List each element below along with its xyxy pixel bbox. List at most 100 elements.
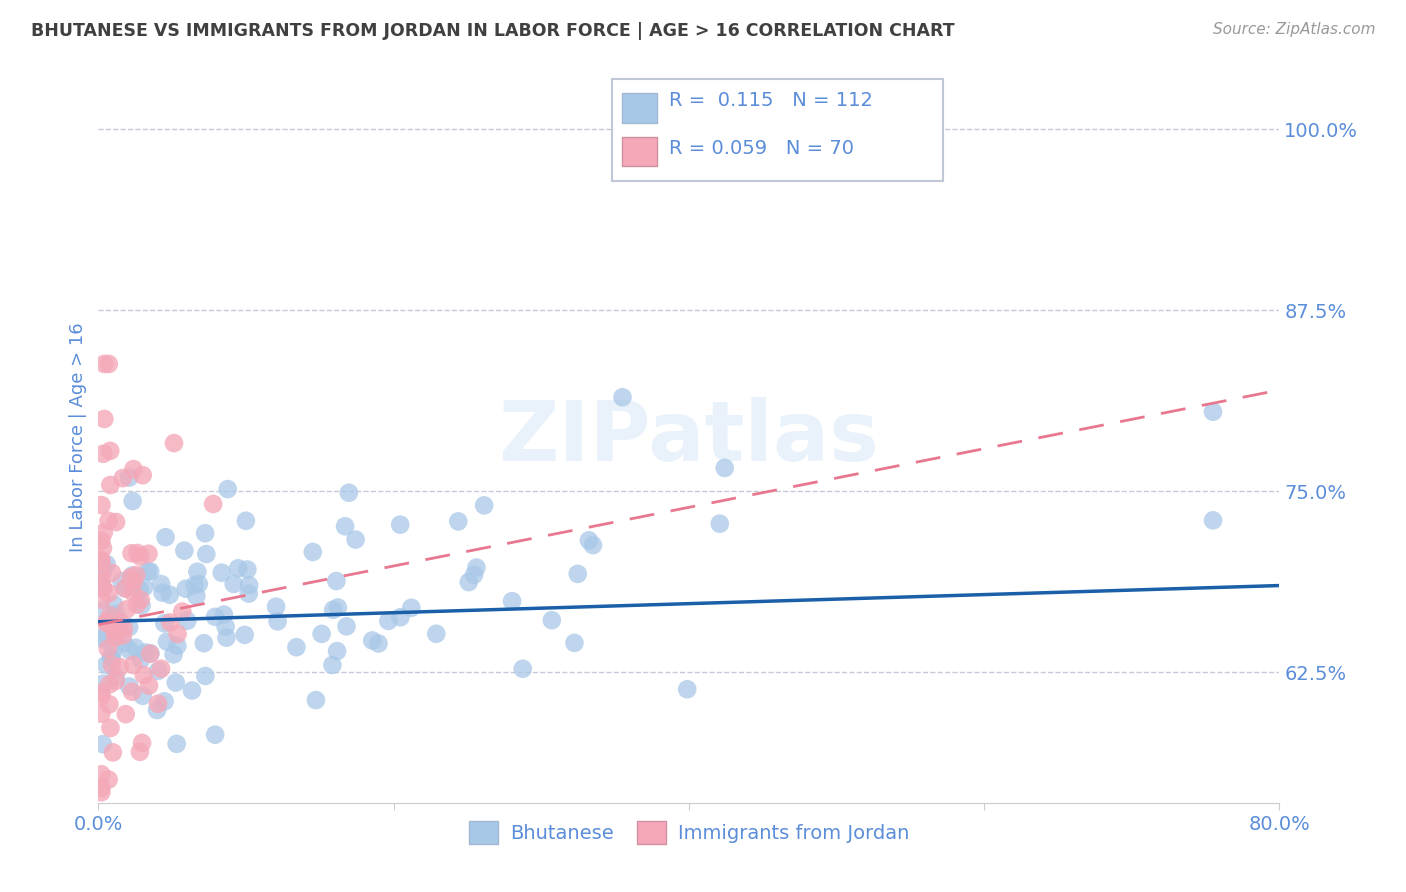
Point (131, 599, 153, 613)
Point (104, 670, 127, 684)
Point (204, 610, 226, 624)
Point (181, 683, 204, 698)
Point (146, 697, 169, 711)
Point (91, 677, 114, 691)
Point (122, 574, 145, 589)
Point (91, 581, 114, 595)
Point (193, 636, 215, 650)
Point (425, 627, 447, 641)
Point (110, 574, 132, 589)
Point (139, 565, 162, 579)
Point (118, 620, 141, 634)
Point (211, 566, 233, 580)
Point (389, 517, 412, 532)
Text: ZIPatlas: ZIPatlas (499, 397, 879, 477)
Point (98, 443, 121, 458)
Point (235, 514, 257, 528)
Point (153, 694, 176, 708)
Point (305, 693, 328, 707)
Point (129, 652, 152, 666)
Point (91, 737, 114, 751)
Point (321, 658, 343, 673)
Point (132, 580, 155, 594)
Point (98, 478, 121, 492)
Point (159, 615, 181, 630)
Point (215, 631, 238, 645)
Point (222, 577, 245, 591)
Point (236, 562, 259, 576)
Point (155, 530, 177, 544)
Point (709, 516, 731, 531)
Point (101, 745, 124, 759)
Point (121, 494, 143, 508)
Point (96, 657, 118, 672)
Point (187, 577, 209, 591)
Point (120, 570, 142, 584)
Point (91, 565, 114, 579)
Point (212, 607, 235, 622)
Point (103, 598, 125, 612)
Point (1202, 513, 1225, 527)
Point (90, 685, 112, 699)
Point (104, 607, 127, 621)
Point (122, 462, 145, 476)
Point (676, 682, 699, 697)
Point (1202, 405, 1225, 419)
Point (238, 586, 260, 600)
Point (266, 615, 288, 629)
Point (146, 664, 169, 678)
Point (344, 533, 367, 547)
Point (582, 538, 605, 552)
Point (152, 585, 174, 599)
Point (121, 684, 143, 698)
Point (501, 594, 523, 608)
Point (150, 662, 173, 676)
Point (118, 643, 141, 657)
Point (172, 605, 194, 619)
Point (124, 640, 146, 655)
Point (150, 577, 173, 591)
Point (166, 627, 188, 641)
Point (100, 721, 122, 735)
Point (233, 628, 256, 642)
Point (100, 650, 122, 665)
Point (326, 600, 349, 615)
Point (138, 679, 160, 693)
Point (173, 543, 195, 558)
Point (125, 598, 148, 612)
Point (101, 644, 124, 658)
Point (131, 736, 153, 750)
Point (129, 549, 152, 564)
Point (204, 728, 226, 742)
Point (132, 668, 155, 682)
Point (90, 690, 112, 704)
Point (91, 632, 114, 646)
Point (112, 622, 135, 636)
Point (90, 780, 112, 795)
Point (91, 581, 114, 595)
Point (90, 553, 112, 567)
Point (101, 650, 124, 665)
Legend: Bhutanese, Immigrants from Jordan: Bhutanese, Immigrants from Jordan (461, 814, 917, 852)
Point (215, 620, 238, 634)
Point (121, 568, 143, 582)
Point (96, 557, 118, 571)
Point (217, 482, 239, 496)
Point (128, 582, 150, 597)
Point (98, 698, 121, 712)
Point (97, 514, 120, 528)
Point (121, 546, 143, 560)
Point (103, 623, 125, 637)
Point (578, 533, 600, 548)
Point (94, 615, 117, 630)
Point (90, 767, 112, 781)
Point (97, 357, 120, 371)
Point (335, 619, 357, 633)
Point (377, 614, 399, 628)
Point (96, 615, 118, 630)
Point (564, 636, 586, 650)
Point (337, 485, 360, 500)
Point (104, 631, 127, 645)
Point (112, 636, 135, 650)
Point (93, 525, 115, 540)
